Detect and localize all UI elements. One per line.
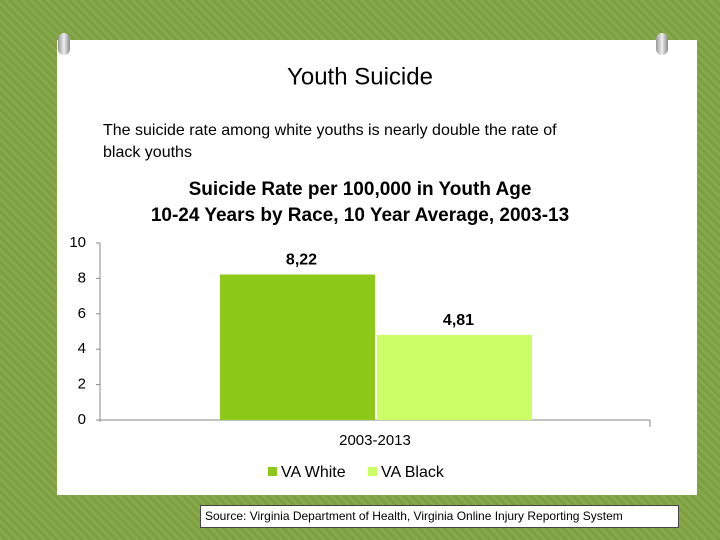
y-tick-label: 2 [78,376,86,393]
x-tick-label: 2003-2013 [339,432,411,449]
data-label: 4,81 [443,312,474,329]
y-tick-label: 8 [78,269,86,286]
legend-swatch [268,467,277,476]
pin [656,33,668,55]
bar [377,334,532,420]
source: Source: Virginia Department of Health, V… [200,505,679,528]
legend-label: VA White [281,464,346,481]
y-tick-label: 0 [78,411,86,428]
y-tick-label: 6 [78,305,86,322]
subtitle: The suicide rate among white youths is n… [103,122,557,161]
chart-title: Suicide Rate per 100,000 in Youth Age 10-… [151,179,569,226]
bar [220,274,375,420]
legend-swatch [368,467,377,476]
y-tick-label: 10 [69,234,86,251]
slide-title: Youth Suicide [287,63,433,90]
y-tick-label: 4 [78,340,86,357]
pin [58,33,70,55]
data-label: 8,22 [286,252,317,269]
legend-label: VA Black [381,464,445,481]
